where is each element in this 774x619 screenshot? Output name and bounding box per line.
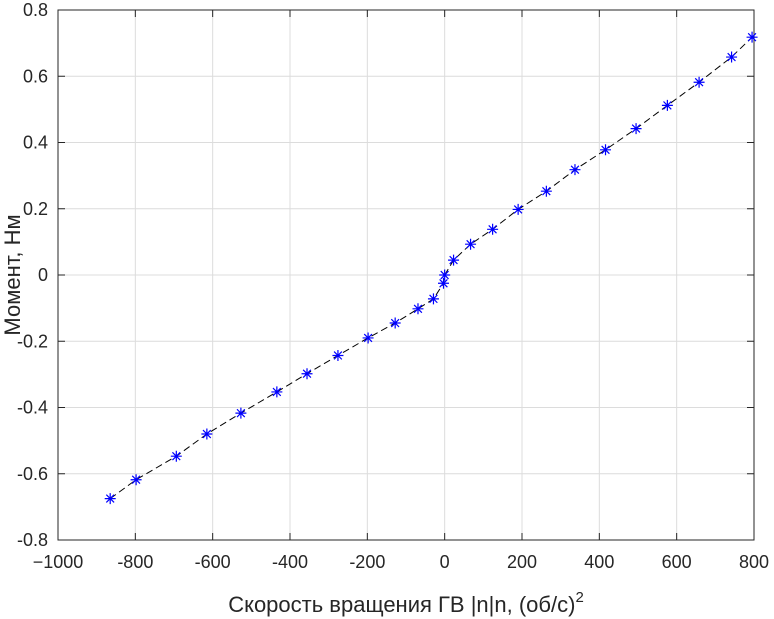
x-tick-label: 400: [584, 552, 614, 572]
data-point-marker: [630, 123, 642, 135]
data-point-marker: [448, 254, 460, 266]
x-tick-label: 600: [662, 552, 692, 572]
data-point-marker: [412, 303, 424, 315]
data-point-marker: [389, 317, 401, 329]
data-point-marker: [600, 144, 612, 156]
data-point-marker: [104, 493, 116, 505]
data-point-marker: [487, 223, 499, 235]
data-point-marker: [540, 185, 552, 197]
data-point-marker: [438, 277, 450, 289]
data-point-marker: [201, 428, 213, 440]
y-tick-label: 0.4: [23, 133, 48, 153]
y-tick-label: 0: [38, 265, 48, 285]
data-point-marker: [235, 407, 247, 419]
axis-ticks: −1000 -800 -600 -400 -200 0 200 400 600 800 -0.8 -0…: [17, 0, 769, 572]
x-tick-label: 200: [507, 552, 537, 572]
x-axis-label-superscript: 2: [575, 589, 583, 606]
y-tick-label: -0.6: [17, 464, 48, 484]
data-point-marker: [427, 293, 439, 305]
y-tick-label: -0.2: [17, 331, 48, 351]
x-tick-label: -200: [349, 552, 385, 572]
x-tick-label: −1000: [33, 552, 84, 572]
x-tick-label: -600: [195, 552, 231, 572]
y-tick-label: 0.2: [23, 199, 48, 219]
data-point-marker: [693, 76, 705, 88]
series-line: [109, 36, 753, 500]
data-point-marker: [512, 203, 524, 215]
x-tick-label: 800: [739, 552, 769, 572]
grid: [58, 10, 754, 540]
x-axis-label-text: Скорость вращения ГВ |n|n, (об/с): [228, 592, 575, 617]
data-point-marker: [439, 269, 451, 281]
data-point-marker: [271, 386, 283, 398]
y-tick-label: -0.4: [17, 398, 48, 418]
x-axis-label: Скорость вращения ГВ |n|n, (об/с)2: [228, 589, 584, 617]
x-tick-label: 0: [440, 552, 450, 572]
x-tick-label: -400: [272, 552, 308, 572]
y-tick-label: -0.8: [17, 530, 48, 550]
x-tick-label: -800: [117, 552, 153, 572]
data-point-marker: [301, 368, 313, 380]
data-point-marker: [362, 332, 374, 344]
data-point-marker: [332, 349, 344, 361]
series-layer: [104, 31, 758, 505]
data-point-marker: [661, 99, 673, 111]
data-point-marker: [130, 474, 142, 486]
data-point-marker: [746, 31, 758, 43]
y-axis-label: Момент, Нм: [0, 214, 25, 335]
y-tick-label: 0.6: [23, 66, 48, 86]
data-point-marker: [569, 164, 581, 176]
data-point-marker: [726, 51, 738, 63]
data-point-marker: [465, 238, 477, 250]
y-tick-label: 0.8: [23, 0, 48, 20]
data-point-marker: [170, 450, 182, 462]
